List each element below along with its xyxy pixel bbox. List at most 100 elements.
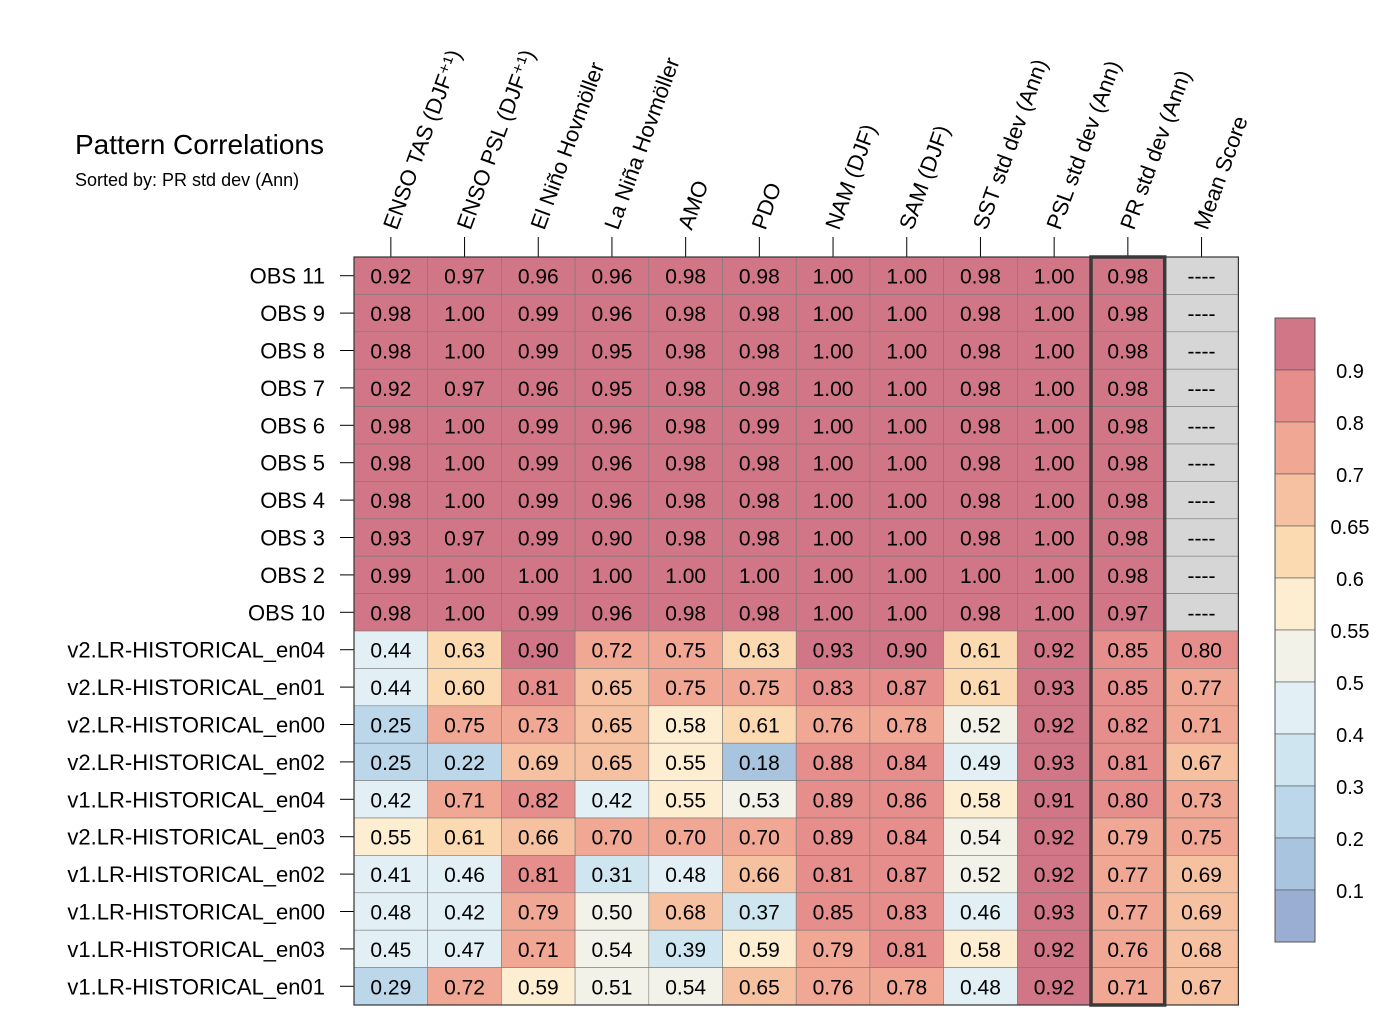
cell-value-label: 1.00 [444, 303, 485, 326]
heatmap-cell [648, 331, 723, 370]
cell-value-label: 0.98 [960, 341, 1001, 364]
row-labels: OBS 11 OBS 9 OBS 8 OBS 7 OBS 6 OBS 5 OBS 4 OBS … [67, 264, 354, 999]
cell-value-label: 0.61 [444, 827, 485, 850]
colorbar-swatch [1274, 577, 1316, 631]
cell-value-label: 0.65 [592, 715, 633, 738]
cell-value-label: 0.25 [370, 752, 411, 775]
heatmap-cell [943, 555, 1018, 594]
column-header-label: La Niña Hovmöller [599, 54, 684, 233]
heatmap-cell [1016, 967, 1092, 1006]
cell-value-label: 0.98 [370, 490, 411, 513]
heatmap-cell [501, 593, 576, 632]
cell-value-label: 1.00 [444, 490, 485, 513]
colorbar-swatch [1274, 525, 1316, 579]
heatmap-cell [353, 929, 428, 968]
cell-value-label: 0.72 [444, 976, 485, 999]
cell-value-label: 1.00 [518, 565, 559, 588]
cell-value-label: 1.00 [813, 415, 854, 438]
heatmap-cell [1016, 294, 1092, 333]
cell-value-label: 0.98 [1107, 453, 1148, 476]
heatmap-cell [353, 742, 428, 781]
cell-value-label: 0.54 [592, 939, 633, 962]
cell-value-label: 0.48 [665, 864, 706, 887]
cell-value-label: 0.63 [739, 640, 780, 663]
cell-value-label: 1.00 [813, 453, 854, 476]
heatmap-cell [427, 331, 502, 370]
heatmap-cell [353, 668, 428, 707]
heatmap-cell [795, 406, 871, 445]
cell-value-label: 0.93 [370, 528, 411, 551]
heatmap-cell [353, 331, 428, 370]
cell-value-label: 0.98 [739, 528, 780, 551]
cell-value-label: 0.98 [960, 266, 1001, 289]
cell-value-label: 0.93 [1034, 902, 1075, 925]
cell-value-label: 0.79 [813, 939, 854, 962]
heatmap-cell [574, 929, 650, 968]
heatmap-cell [1090, 555, 1165, 594]
colorbar-tick-label: 0.55 [1331, 621, 1370, 643]
heatmap-cell [1164, 630, 1239, 669]
cell-value-label: 0.87 [886, 864, 927, 887]
cell-value-label: 0.48 [960, 976, 1001, 999]
column-headers: ENSO TAS (DJF⁺¹)ENSO PSL (DJF⁺¹)El Niño … [378, 46, 1253, 257]
heatmap-cell [869, 368, 944, 407]
heatmap-cell [501, 630, 576, 669]
cell-value-label: 0.55 [665, 752, 706, 775]
heatmap-cell [1016, 368, 1092, 407]
heatmap-cell [574, 967, 650, 1006]
heatmap-cell [869, 555, 944, 594]
cell-value-label: 1.00 [886, 602, 927, 625]
colorbar-swatch [1274, 317, 1316, 371]
heatmap-cell [869, 593, 944, 632]
cell-value-label: 0.81 [813, 864, 854, 887]
cell-value-label: 0.75 [1181, 827, 1222, 850]
cell-value-label: 0.92 [370, 378, 411, 401]
heatmap-cell [574, 630, 650, 669]
cell-value-label: 0.70 [592, 827, 633, 850]
heatmap-cell [353, 780, 428, 819]
grid-border [353, 256, 1240, 1006]
heatmap-cell [943, 967, 1018, 1006]
cell-value-label: 0.90 [886, 640, 927, 663]
cell-value-label: 0.69 [518, 752, 559, 775]
heatmap-cell [722, 817, 797, 856]
cell-value-label: 0.80 [1181, 640, 1222, 663]
cell-value-label: 0.99 [518, 453, 559, 476]
heatmap-cell [1090, 817, 1165, 856]
heatmap-cell [427, 443, 502, 482]
cell-value-label: 1.00 [886, 565, 927, 588]
column-header-label: AMO [673, 177, 714, 233]
heatmap-cell [1090, 368, 1165, 407]
cell-value-label: 1.00 [444, 453, 485, 476]
cell-value-label: 0.60 [444, 677, 485, 700]
row-label: v1.LR-HISTORICAL_en04 [67, 787, 325, 812]
cell-value-label: 0.71 [444, 789, 485, 812]
cell-value-label: 0.51 [592, 976, 633, 999]
cell-value-label: 0.99 [518, 490, 559, 513]
heatmap-cell [795, 294, 871, 333]
column-header-label: Mean Score [1189, 113, 1253, 233]
chart-subtitle: Sorted by: PR std dev (Ann) [75, 170, 299, 190]
cell-value-label: 0.73 [1181, 789, 1222, 812]
row-label: OBS 7 [260, 376, 325, 401]
heatmap-cell [574, 256, 650, 295]
heatmap-cell [574, 518, 650, 557]
heatmap-cell [722, 331, 797, 370]
heatmap-cell [943, 742, 1018, 781]
colorbar-tick-label: 0.6 [1336, 569, 1364, 591]
heatmap-cell [648, 630, 723, 669]
cell-value-label: 0.96 [592, 453, 633, 476]
heatmap-cell [353, 406, 428, 445]
cell-value-label: 1.00 [1034, 602, 1075, 625]
cell-value-label: 0.92 [1034, 640, 1075, 663]
heatmap-cell [648, 368, 723, 407]
cell-value-label: 1.00 [813, 266, 854, 289]
heatmap-cell [1016, 630, 1092, 669]
heatmap-cell [501, 518, 576, 557]
cell-value-label: 1.00 [1034, 565, 1075, 588]
cell-value-label: 0.42 [370, 789, 411, 812]
cell-value-label: 0.68 [665, 902, 706, 925]
cell-value-label: 0.95 [592, 378, 633, 401]
row-label: v2.LR-HISTORICAL_en02 [67, 750, 325, 775]
cell-value-label: 1.00 [886, 378, 927, 401]
